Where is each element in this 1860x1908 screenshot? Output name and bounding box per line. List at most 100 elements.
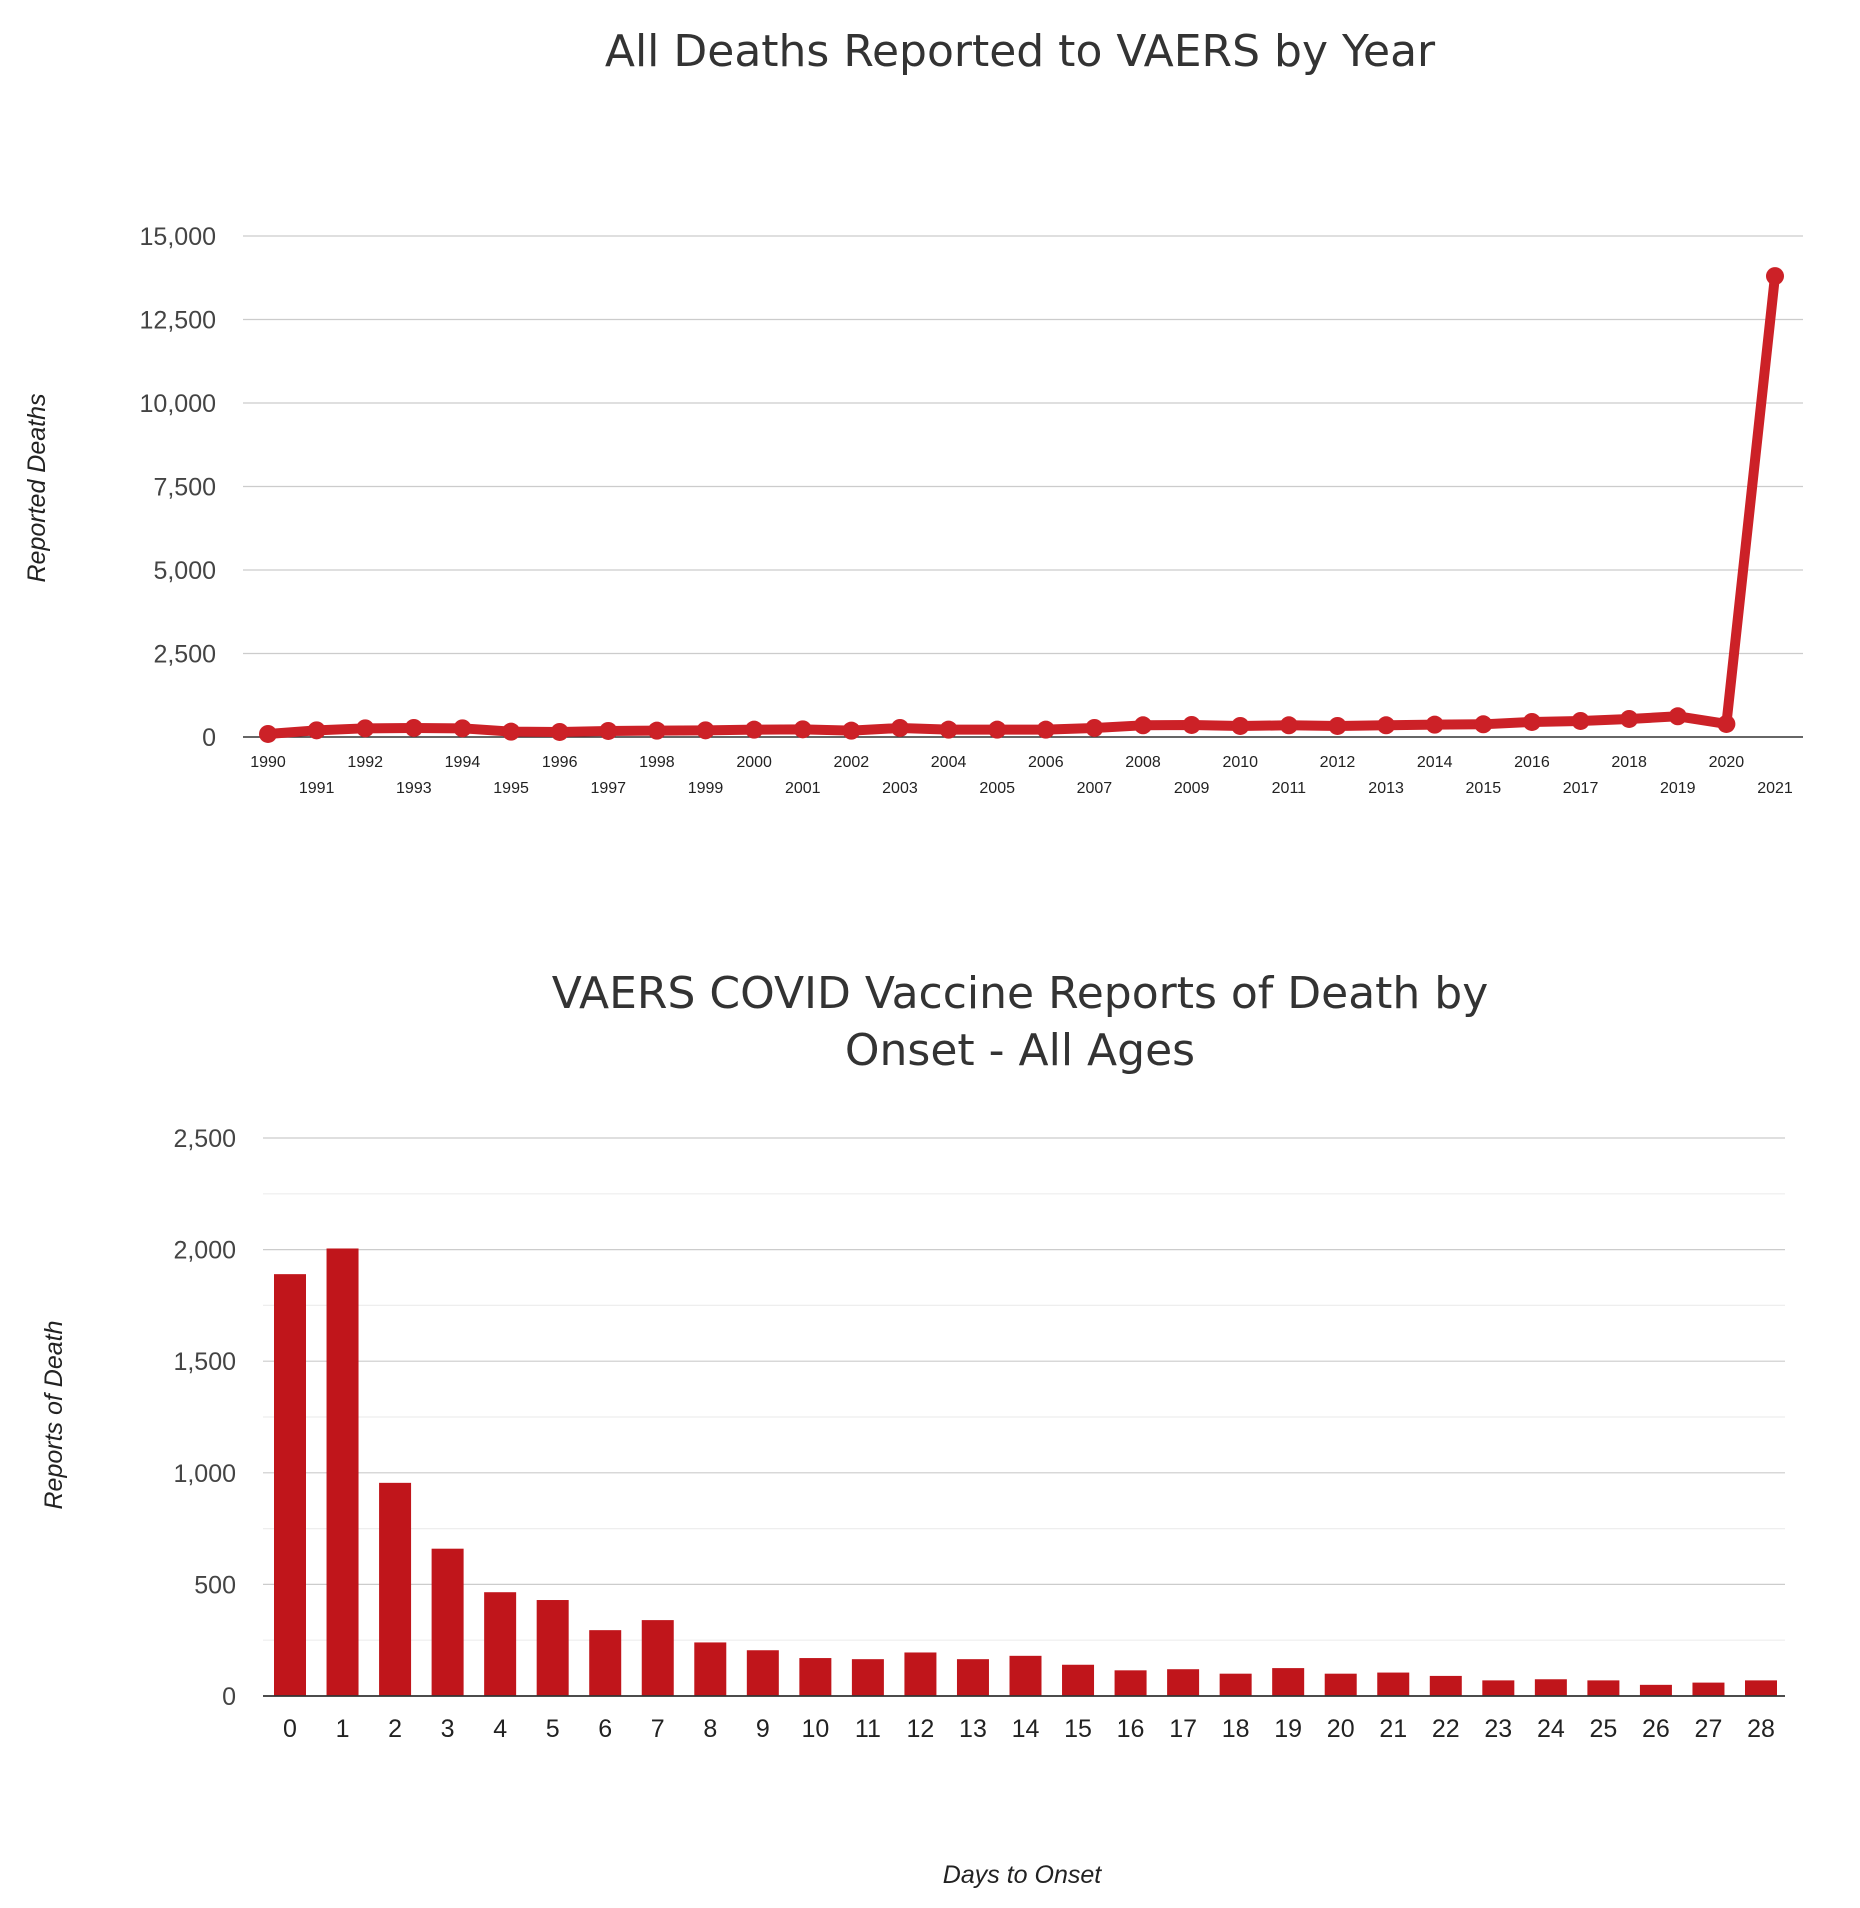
line-chart-y-ticks: 0 2,500 5,000 7,500 10,000 12,500 15,000	[140, 223, 216, 752]
y-tick-label: 2,000	[173, 1237, 236, 1265]
x-tick-label: 10	[801, 1715, 829, 1743]
x-tick-label: 2002	[834, 754, 870, 771]
x-tick-label: 27	[1695, 1715, 1723, 1743]
data-point	[1668, 707, 1687, 726]
line-chart: All Deaths Reported to VAERS by Year Rep…	[23, 26, 1803, 797]
bar	[799, 1658, 832, 1696]
bar	[1062, 1664, 1095, 1696]
bar-chart-bars	[263, 1248, 1785, 1697]
x-tick-label: 2010	[1222, 754, 1258, 771]
data-point	[1182, 715, 1201, 734]
data-point	[259, 724, 277, 743]
x-tick-label: 1995	[493, 780, 529, 797]
bar	[1324, 1673, 1357, 1696]
bar	[1377, 1672, 1410, 1696]
x-tick-label: 2008	[1125, 754, 1161, 771]
bar-chart-gridlines	[263, 1137, 1785, 1641]
x-tick-label: 1999	[688, 780, 724, 797]
y-tick-label: 0	[222, 1683, 236, 1711]
data-point	[696, 721, 715, 740]
series-line	[263, 271, 1780, 739]
line-chart-series	[259, 267, 1784, 743]
y-tick-label: 15,000	[140, 223, 216, 251]
bar-chart-x-ticks: 0 1 2 3 4 5 6 7 8 9 10 11 12 13 14 15 16 17 18 19 20 21 22 23 24…	[283, 1715, 1775, 1743]
x-tick-label: 2013	[1368, 780, 1404, 797]
bar	[431, 1548, 464, 1696]
x-tick-label: 25	[1589, 1715, 1617, 1743]
data-point	[1085, 718, 1104, 737]
x-tick-label: 12	[907, 1715, 935, 1743]
x-tick-label: 2018	[1611, 754, 1647, 771]
bar	[641, 1620, 674, 1696]
y-tick-label: 10,000	[140, 390, 216, 418]
x-tick-label: 2015	[1466, 780, 1502, 797]
x-tick-label: 2019	[1660, 780, 1696, 797]
x-tick-label: 6	[598, 1715, 612, 1743]
data-point	[793, 720, 812, 739]
y-tick-label: 1,000	[173, 1460, 236, 1488]
x-tick-label: 8	[703, 1715, 717, 1743]
data-point	[1571, 711, 1590, 730]
bar	[1272, 1668, 1305, 1696]
data-point	[1328, 716, 1347, 735]
bar	[536, 1600, 569, 1696]
x-tick-label: 3	[441, 1715, 455, 1743]
x-tick-label: 2004	[931, 754, 967, 771]
x-tick-label: 2011	[1272, 780, 1307, 797]
y-tick-label: 12,500	[140, 307, 216, 335]
x-tick-label: 23	[1484, 1715, 1512, 1743]
bar	[1745, 1680, 1777, 1696]
x-tick-label: 2012	[1320, 754, 1356, 771]
x-tick-label: 2003	[882, 780, 918, 797]
x-tick-label: 2005	[979, 780, 1015, 797]
x-tick-label: 22	[1432, 1715, 1460, 1743]
x-tick-label: 5	[546, 1715, 560, 1743]
data-point	[1717, 714, 1736, 733]
x-tick-label: 1991	[299, 780, 335, 797]
data-point	[1425, 715, 1444, 734]
data-point	[453, 719, 472, 738]
data-point	[599, 721, 618, 740]
data-point	[307, 721, 326, 740]
data-point	[550, 722, 569, 741]
data-point	[1134, 716, 1153, 735]
bar-chart-title-line-1: VAERS COVID Vaccine Reports of Death by	[552, 968, 1489, 1019]
x-tick-label: 7	[651, 1715, 665, 1743]
x-tick-label: 2021	[1757, 780, 1793, 797]
x-tick-label: 0	[283, 1715, 297, 1743]
x-tick-label: 2	[388, 1715, 402, 1743]
bar	[484, 1592, 517, 1696]
x-tick-label: 1992	[347, 754, 383, 771]
x-tick-label: 1994	[445, 754, 481, 771]
data-point	[1036, 720, 1055, 739]
x-tick-label: 1996	[542, 754, 578, 771]
x-tick-label: 2020	[1709, 754, 1745, 771]
line-chart-title: All Deaths Reported to VAERS by Year	[605, 26, 1436, 77]
y-tick-label: 2,500	[173, 1125, 236, 1153]
x-tick-label: 2009	[1174, 780, 1210, 797]
y-tick-label: 500	[194, 1571, 236, 1599]
x-tick-label: 21	[1379, 1715, 1407, 1743]
data-point	[988, 720, 1007, 739]
data-point	[1474, 715, 1493, 734]
x-tick-label: 2007	[1077, 780, 1113, 797]
line-chart-y-axis-label: Reported Deaths	[23, 393, 51, 582]
data-point	[502, 722, 521, 741]
data-point	[745, 720, 764, 739]
x-tick-label: 13	[959, 1715, 987, 1743]
data-point	[1279, 716, 1298, 735]
bar-chart-title-line-2: Onset - All Ages	[845, 1025, 1195, 1076]
x-tick-label: 2001	[785, 780, 821, 797]
x-tick-label: 4	[493, 1715, 507, 1743]
x-tick-label: 1	[336, 1715, 350, 1743]
data-point	[890, 718, 909, 737]
data-point	[1522, 712, 1541, 731]
y-tick-label: 1,500	[173, 1348, 236, 1376]
bar	[326, 1248, 359, 1696]
bar	[1534, 1679, 1567, 1696]
x-tick-label: 20	[1327, 1715, 1355, 1743]
y-tick-label: 7,500	[153, 474, 216, 502]
bar	[1482, 1680, 1515, 1696]
bar-chart: VAERS COVID Vaccine Reports of Death by …	[40, 968, 1785, 1889]
x-tick-label: 9	[756, 1715, 770, 1743]
